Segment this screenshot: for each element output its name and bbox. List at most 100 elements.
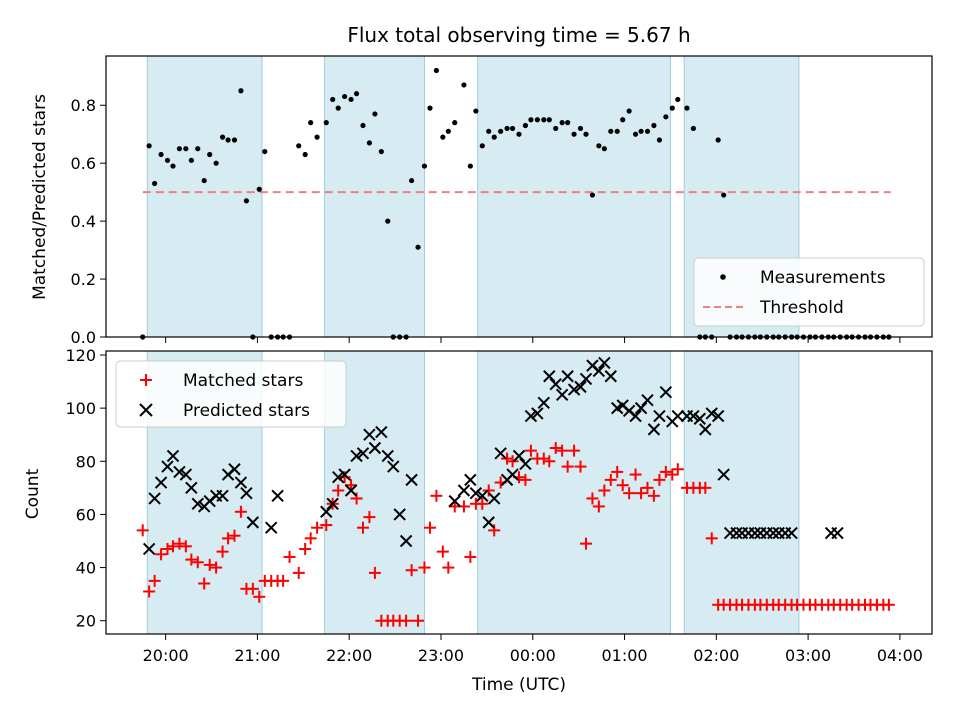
measurement-point — [651, 122, 657, 129]
measurement-point — [335, 105, 341, 111]
predicted-point — [142, 542, 156, 556]
x-tick-label: 00:00 — [510, 646, 556, 665]
bottom-legend-box — [115, 360, 347, 428]
matched-point — [311, 521, 324, 534]
measurement-point — [546, 117, 552, 123]
matched-point — [699, 481, 712, 494]
measurement-point — [378, 148, 384, 155]
x-tick-label: 20:00 — [143, 646, 189, 665]
predicted-point — [356, 447, 370, 460]
predicted-point — [154, 476, 168, 489]
matched-point — [556, 444, 569, 457]
matched-point — [216, 545, 229, 558]
predicted-point — [604, 370, 617, 383]
predicted-point — [448, 494, 461, 508]
matched-point — [568, 444, 581, 457]
predicted-point — [711, 409, 725, 423]
matched-point — [210, 561, 223, 574]
bottom-predicted-points — [142, 356, 844, 556]
matched-point — [501, 452, 514, 465]
measurement-point — [188, 157, 194, 163]
y-tick-label: 120 — [65, 346, 96, 365]
legend-marker-measurements — [720, 274, 726, 280]
y-tick-label: 60 — [76, 505, 96, 524]
predicted-point — [469, 486, 483, 500]
measurement-point — [473, 108, 479, 114]
matched-point — [598, 484, 611, 497]
predicted-point — [476, 489, 489, 503]
predicted-point — [531, 407, 544, 420]
matched-point — [705, 532, 718, 545]
measurement-point — [353, 91, 360, 97]
measurement-point — [296, 143, 302, 149]
predicted-point — [634, 401, 648, 415]
legend-marker-predicted — [139, 403, 153, 417]
measurement-point — [534, 117, 540, 123]
matched-point — [203, 558, 216, 571]
top-panel: 0.00.20.40.60.8 Matched/Predicted stars … — [30, 55, 933, 347]
measurement-point — [302, 151, 308, 158]
measurement-point — [614, 128, 620, 134]
measurement-point — [452, 120, 458, 126]
predicted-point — [393, 508, 406, 521]
predicted-point — [519, 457, 532, 471]
predicted-point — [653, 409, 666, 423]
measurement-point — [486, 128, 492, 134]
matched-point — [666, 468, 679, 481]
y-tick-label: 0.2 — [71, 270, 96, 289]
measurement-point — [675, 96, 681, 103]
matched-point — [161, 542, 174, 555]
predicted-point — [264, 521, 278, 534]
measurement-point — [176, 146, 183, 152]
measurement-point — [669, 105, 675, 111]
predicted-point — [555, 388, 569, 402]
matched-point — [368, 566, 381, 579]
predicted-point — [216, 489, 229, 503]
matched-point — [166, 540, 179, 553]
matched-point — [299, 542, 312, 555]
predicted-point — [166, 449, 180, 463]
measurement-point — [491, 134, 497, 140]
measurement-point — [663, 114, 669, 120]
measurement-point — [183, 146, 189, 152]
measurement-point — [225, 137, 231, 143]
predicted-point — [767, 526, 780, 540]
top-legend: Measurements Threshold — [693, 257, 925, 327]
bottom-panel: 20 40 60 80 100 120 20:00 21:00 22:00 23:00 00:00… — [23, 346, 933, 695]
measurement-point — [348, 96, 354, 103]
matched-point — [320, 519, 333, 532]
matched-point — [430, 489, 443, 502]
matched-point — [155, 548, 168, 561]
matched-point — [136, 524, 149, 537]
predicted-point — [399, 534, 413, 548]
x-tick-label: 01:00 — [601, 646, 647, 665]
legend-marker-matched — [140, 374, 152, 386]
predicted-point — [457, 484, 471, 497]
matched-point — [234, 505, 247, 518]
predicted-point — [271, 489, 284, 503]
matched-point — [659, 465, 672, 478]
matched-point — [641, 481, 654, 494]
measurement-point — [656, 137, 663, 143]
matched-point — [442, 561, 455, 574]
predicted-point — [543, 370, 556, 383]
matched-point — [623, 487, 636, 500]
measurement-point — [366, 140, 373, 146]
measurement-point — [170, 163, 176, 169]
x-tick-label: 04:00 — [877, 646, 923, 665]
measurement-point — [207, 151, 213, 158]
measurement-point — [504, 125, 510, 132]
measurement-point — [262, 148, 268, 155]
matched-point — [436, 545, 449, 558]
matched-point — [616, 479, 629, 492]
matched-point — [579, 537, 592, 550]
predicted-point — [363, 428, 376, 441]
predicted-point — [173, 465, 186, 479]
predicted-point — [375, 425, 388, 439]
predicted-point — [699, 423, 712, 436]
matched-point — [592, 500, 605, 513]
measurement-point — [219, 134, 226, 140]
measurement-point — [626, 108, 632, 114]
matched-point — [356, 521, 369, 534]
shaded-span — [323, 55, 425, 338]
